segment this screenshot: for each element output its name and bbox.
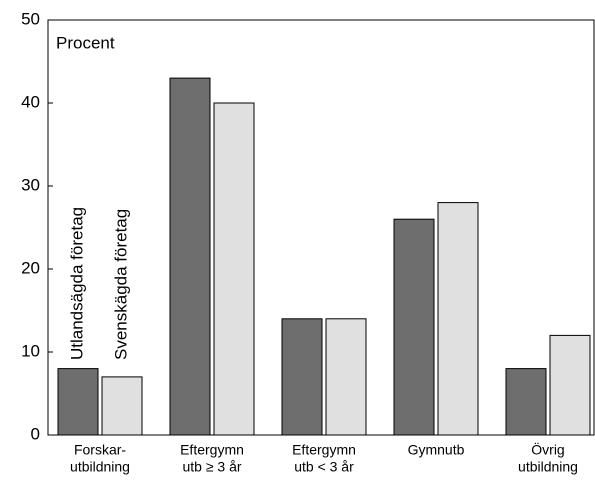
- bar: [169, 77, 211, 436]
- bar: [57, 368, 99, 436]
- x-tick-label: utb ≥ 3 år: [182, 459, 241, 475]
- y-tick-label: 40: [21, 92, 40, 111]
- x-tick-label: utbildning: [70, 459, 130, 475]
- x-tick-label: Eftergymn: [180, 442, 244, 458]
- bar: [213, 102, 255, 436]
- x-tick-label: utb < 3 år: [294, 459, 354, 475]
- bar: [505, 368, 547, 436]
- bar: [437, 202, 479, 436]
- y-tick-label: 0: [31, 424, 40, 443]
- legend-label: Utlandsägda företag: [67, 207, 86, 360]
- x-tick-label: Forskar-: [74, 442, 126, 458]
- y-tick-label: 10: [21, 341, 40, 360]
- y-tick-label: 20: [21, 258, 40, 277]
- x-tick-label: Övrig: [531, 441, 564, 458]
- y-axis-label: Procent: [56, 33, 115, 52]
- x-tick-label: utbildning: [518, 459, 578, 475]
- x-tick-label: Gymnutb: [408, 442, 465, 458]
- bar: [325, 318, 367, 436]
- bar: [549, 334, 591, 436]
- y-tick-label: 50: [21, 9, 40, 28]
- y-tick-label: 30: [21, 175, 40, 194]
- legend-label: Svenskägda företag: [111, 209, 130, 360]
- bar: [393, 218, 435, 436]
- bar: [101, 376, 143, 436]
- x-tick-label: Eftergymn: [292, 442, 356, 458]
- bar: [281, 318, 323, 436]
